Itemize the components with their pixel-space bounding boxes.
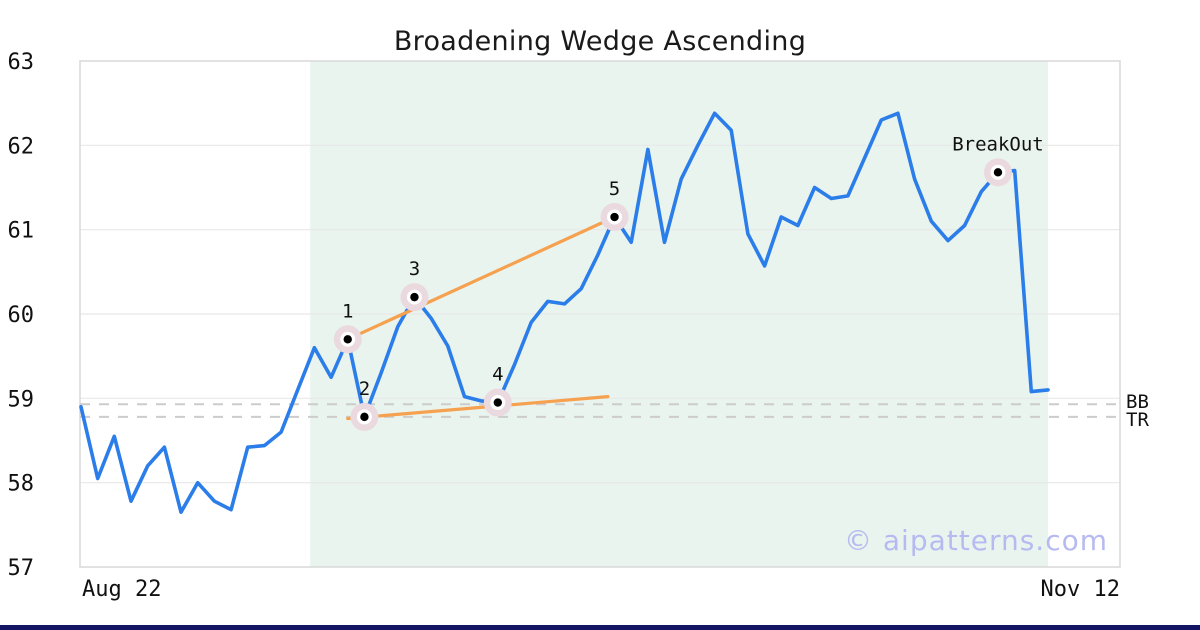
marker-label-1: 1	[342, 300, 353, 322]
brand-bar	[0, 625, 1200, 630]
y-tick-label: 60	[8, 303, 35, 328]
x-axis-label-end: Nov 12	[1041, 577, 1120, 602]
marker-label-4: 4	[492, 364, 503, 386]
y-tick-label: 59	[8, 387, 35, 412]
marker-label-5: 5	[609, 178, 620, 200]
x-axis-label-start: Aug 22	[82, 577, 161, 602]
marker-label-BreakOut: BreakOut	[952, 133, 1044, 155]
marker-dot-2	[360, 412, 369, 422]
plot-border	[79, 60, 1121, 568]
y-tick-label: 58	[8, 472, 35, 497]
y-tick-label: 63	[8, 50, 35, 75]
marker-label-2: 2	[359, 378, 370, 400]
trendline-upper	[346, 215, 617, 341]
marker-dot-4	[493, 398, 503, 407]
marker-dot-BreakOut	[993, 168, 1003, 177]
watermark: © aipatterns.com	[844, 524, 1108, 557]
y-tick-label: 57	[8, 556, 35, 581]
level-label-TR: TR	[1126, 409, 1149, 431]
level-label-BB: BB	[1126, 391, 1149, 413]
y-tick-label: 61	[8, 219, 35, 244]
marker-dot-5	[610, 212, 619, 222]
marker-dot-3	[410, 292, 419, 302]
marker-label-3: 3	[409, 258, 420, 280]
chart-title: Broadening Wedge Ascending	[393, 26, 807, 57]
marker-dot-1	[343, 335, 352, 344]
y-tick-label: 62	[8, 134, 35, 159]
trendline-lower	[346, 395, 610, 421]
price-line	[79, 111, 1050, 515]
